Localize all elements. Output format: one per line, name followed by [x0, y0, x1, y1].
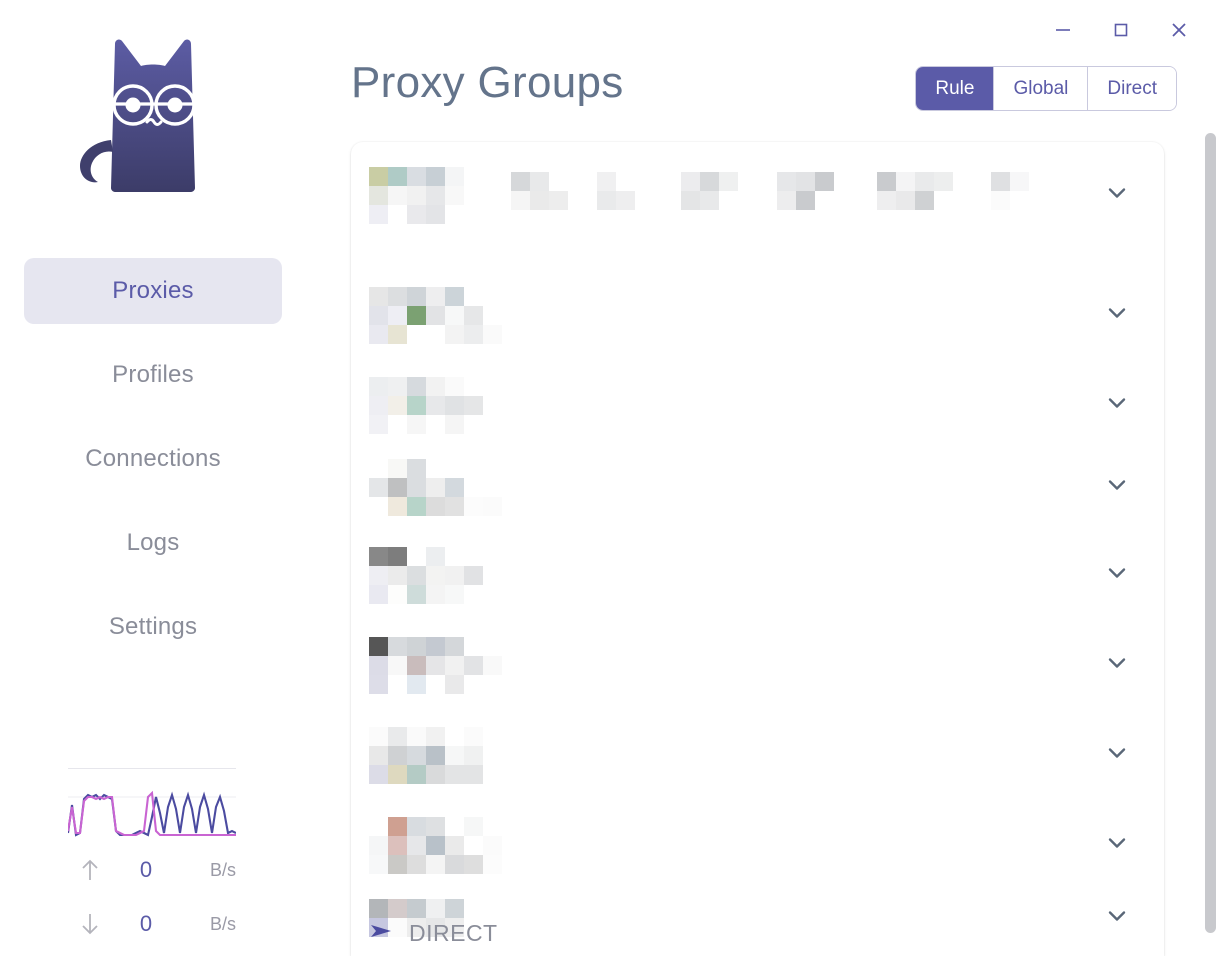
window-controls — [1034, 0, 1222, 60]
download-stat-row: 0 B/s — [68, 897, 236, 951]
maximize-button[interactable] — [1092, 8, 1150, 52]
proxy-group-name-redacted — [369, 816, 502, 874]
direct-label: DIRECT — [409, 920, 498, 946]
chevron-down-icon[interactable] — [1104, 300, 1130, 331]
proxy-group-row[interactable] — [351, 710, 1164, 800]
mode-button-direct[interactable]: Direct — [1088, 67, 1176, 110]
proxy-group-name-redacted — [369, 286, 502, 344]
proxy-group-row[interactable] — [351, 442, 1164, 532]
mode-button-rule[interactable]: Rule — [916, 67, 995, 110]
sidebar-item-profiles[interactable]: Profiles — [24, 342, 282, 408]
proxy-group-name-redacted — [369, 458, 502, 516]
sidebar-nav: Proxies Profiles Connections Logs Settin… — [24, 258, 282, 678]
proxy-group-name-redacted — [369, 546, 483, 604]
proxy-group-row[interactable] — [351, 800, 1164, 890]
proxy-group-row[interactable] — [351, 360, 1164, 450]
traffic-panel: 0 B/s 0 B/s — [68, 768, 236, 951]
sidebar-item-label: Connections — [85, 445, 221, 472]
upload-stat-row: 0 B/s — [68, 843, 236, 897]
arrow-down-icon — [68, 911, 112, 937]
mode-button-global[interactable]: Global — [994, 67, 1089, 110]
direct-entry[interactable]: DIRECT — [369, 920, 498, 947]
minimize-button[interactable] — [1034, 8, 1092, 52]
chevron-down-icon[interactable] — [1104, 903, 1130, 934]
proxy-group-meta-redacted — [991, 172, 1029, 210]
send-icon — [369, 921, 395, 946]
proxy-group-meta-redacted — [511, 172, 568, 210]
cat-logo-icon — [53, 20, 253, 225]
sidebar-item-proxies[interactable]: Proxies — [24, 258, 282, 324]
sidebar-item-settings[interactable]: Settings — [24, 594, 282, 660]
proxy-group-meta-redacted — [597, 172, 635, 210]
sidebar-item-logs[interactable]: Logs — [24, 510, 282, 576]
chevron-down-icon[interactable] — [1104, 180, 1130, 211]
proxy-group-row[interactable] — [351, 270, 1164, 360]
sidebar-item-connections[interactable]: Connections — [24, 426, 282, 492]
chevron-down-icon[interactable] — [1104, 650, 1130, 681]
upload-speed-value: 0 — [139, 857, 153, 882]
close-icon — [1167, 18, 1191, 42]
proxy-group-row[interactable] — [351, 620, 1164, 710]
chevron-down-icon[interactable] — [1104, 390, 1130, 421]
chevron-down-icon[interactable] — [1104, 560, 1130, 591]
traffic-graph — [68, 787, 236, 843]
download-speed-unit: B/s — [209, 913, 236, 934]
sidebar-item-label: Proxies — [112, 277, 194, 304]
sidebar: Proxies Profiles Connections Logs Settin… — [0, 0, 306, 956]
sidebar-item-label: Settings — [108, 613, 198, 640]
proxy-group-row[interactable] — [351, 150, 1164, 240]
sidebar-item-label: Logs — [126, 529, 180, 556]
proxy-group-name-redacted — [369, 636, 502, 694]
proxy-group-name-redacted — [369, 376, 483, 434]
app-logo — [53, 22, 253, 222]
chevron-down-icon[interactable] — [1104, 740, 1130, 771]
proxy-group-meta-redacted — [877, 172, 953, 210]
maximize-icon — [1110, 19, 1132, 41]
close-button[interactable] — [1150, 8, 1208, 52]
arrow-up-icon — [68, 857, 112, 883]
proxy-group-name-redacted — [369, 166, 464, 224]
proxy-group-meta-redacted — [681, 172, 738, 210]
proxy-group-meta-redacted — [777, 172, 834, 210]
chevron-down-icon[interactable] — [1104, 472, 1130, 503]
chevron-down-icon[interactable] — [1104, 830, 1130, 861]
vertical-scrollbar-thumb[interactable] — [1205, 133, 1216, 933]
upload-speed-unit: B/s — [209, 859, 236, 880]
proxy-group-row[interactable] — [351, 530, 1164, 620]
mode-toggle-group: Rule Global Direct — [915, 66, 1177, 111]
proxy-group-name-redacted — [369, 726, 483, 784]
minimize-icon — [1052, 19, 1074, 41]
download-speed-value: 0 — [139, 911, 153, 936]
divider — [68, 768, 236, 769]
sidebar-item-label: Profiles — [112, 361, 194, 388]
page-title: Proxy Groups — [351, 58, 624, 107]
proxy-groups-card — [351, 142, 1164, 956]
